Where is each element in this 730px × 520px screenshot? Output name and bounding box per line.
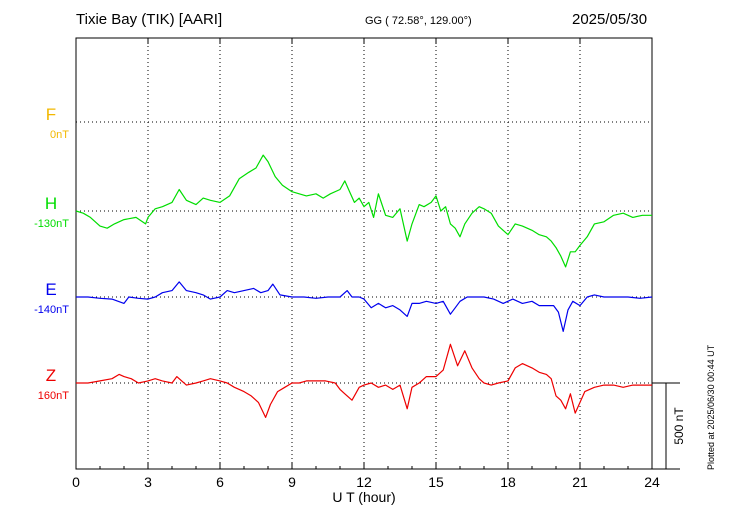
x-tick-label: 18 [500,474,516,490]
channel-name-z: Z [46,366,56,385]
x-tick-label: 24 [644,474,660,490]
coordinates-label: GG ( 72.58°, 129.00°) [365,15,472,27]
x-tick-label: 9 [288,474,296,490]
date-label: 2025/05/30 [572,11,648,28]
channel-labels: F 0nT H -130nT E -140nT Z 160nT [34,105,69,402]
x-axis-ticks: 0 3 6 9 12 15 18 21 24 [72,38,660,490]
channel-offset-f: 0nT [50,129,69,141]
x-tick-label: 21 [572,474,588,490]
plotted-timestamp: Plotted at 2025/06/30 00:44 UT [706,344,716,470]
x-tick-label: 3 [144,474,152,490]
station-title: Tixie Bay (TIK) [AARI] [76,11,223,28]
grid [76,38,652,469]
trace-h [75,154,652,268]
x-tick-label: 12 [356,474,372,490]
channel-name-e: E [45,280,56,299]
trace-z [76,343,652,418]
trace-e [76,281,653,332]
channel-name-h: H [45,194,57,213]
channel-offset-z: 160nT [38,390,69,402]
x-tick-label: 15 [428,474,444,490]
x-axis-label: U T (hour) [332,489,395,505]
traces [75,154,653,418]
x-tick-label: 0 [72,474,80,490]
channel-name-f: F [46,105,56,124]
channel-offset-e: -140nT [34,304,69,316]
scale-bar-label: 500 nT [672,407,686,445]
x-tick-label: 6 [216,474,224,490]
scale-bar: 500 nT [652,382,686,470]
channel-offset-h: -130nT [34,218,69,230]
